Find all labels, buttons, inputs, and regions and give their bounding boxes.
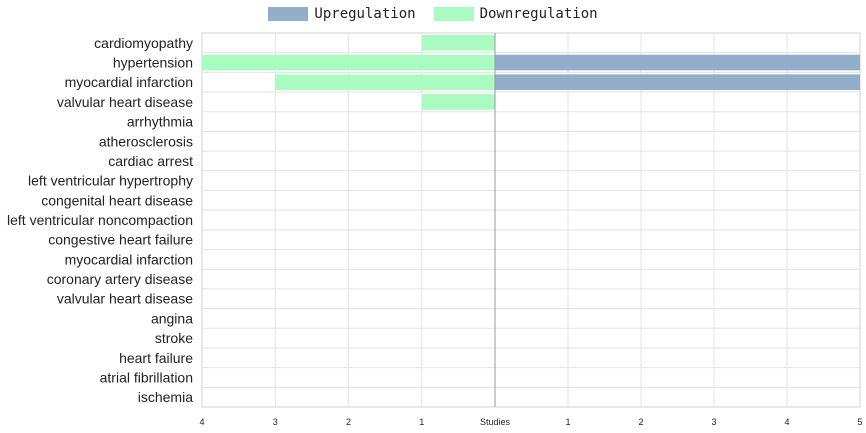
bar-downregulation[interactable] [275,74,495,91]
bar-upregulation[interactable] [495,74,860,91]
category-label: myocardial infarction [65,74,193,90]
category-label: angina [151,310,193,326]
legend-label-downregulation: Downregulation [479,6,598,22]
category-label: hypertension [113,55,193,71]
category-label: ischemia [138,389,193,405]
category-label: valvular heart disease [57,291,193,307]
x-tick-label: 2 [346,417,351,427]
x-tick-label: 2 [638,417,643,427]
category-label: heart failure [119,350,193,366]
bar-downregulation[interactable] [421,94,495,110]
plot-area [201,32,861,408]
bar-downregulation[interactable] [421,35,495,51]
chart-legend: Upregulation Downregulation [0,6,866,22]
category-label: stroke [155,330,193,346]
category-label: myocardial infarction [65,251,193,267]
category-label: congenital heart disease [41,192,193,208]
category-label: arrhythmia [127,114,193,130]
category-label: left ventricular hypertrophy [28,173,193,189]
legend-label-upregulation: Upregulation [314,6,416,22]
x-tick-label: 4 [199,417,204,427]
legend-item-upregulation[interactable]: Upregulation [268,6,416,22]
category-label: valvular heart disease [57,94,193,110]
x-axis-label: Studies [480,417,511,427]
category-label: coronary artery disease [47,271,194,287]
x-tick-label: 1 [565,417,570,427]
category-label: cardiomyopathy [94,35,193,51]
legend-swatch-upregulation [268,7,309,21]
category-label: atrial fibrillation [100,369,193,385]
legend-item-downregulation[interactable]: Downregulation [433,6,598,22]
bar-upregulation[interactable] [495,54,860,71]
category-label: left ventricular noncompaction [7,212,193,228]
x-tick-label: 5 [857,417,862,427]
x-tick-label: 1 [419,417,424,427]
bar-downregulation[interactable] [202,54,495,71]
category-label: congestive heart failure [48,232,193,248]
category-label: cardiac arrest [108,153,193,169]
x-tick-label: 3 [273,417,278,427]
x-tick-label: 3 [711,417,716,427]
x-tick-label: 4 [784,417,789,427]
legend-swatch-downregulation [433,7,474,21]
category-label: atherosclerosis [99,133,193,149]
